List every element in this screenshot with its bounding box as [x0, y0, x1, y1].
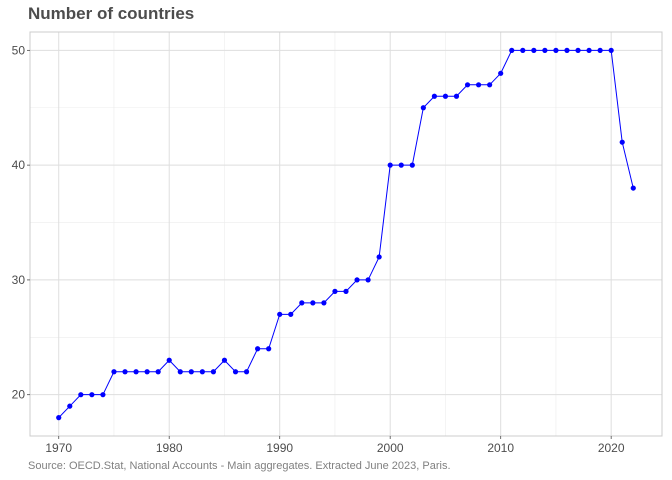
data-point [475, 82, 482, 88]
data-point [288, 311, 294, 317]
minor-gridlines [30, 32, 662, 436]
data-point [277, 311, 283, 317]
y-tick-label: 20 [12, 388, 26, 402]
y-axis-ticks: 20 30 40 50 [12, 43, 30, 402]
data-point [553, 47, 559, 53]
data-point [431, 93, 437, 99]
data-point [387, 162, 393, 168]
data-point [487, 82, 493, 88]
data-point [221, 357, 228, 363]
data-point [630, 185, 636, 191]
major-gridlines [30, 32, 662, 436]
data-point [78, 392, 84, 398]
data-point [442, 93, 449, 99]
data-point [210, 369, 217, 375]
x-tick-label: 1990 [266, 441, 293, 455]
data-point [122, 369, 128, 375]
data-point [56, 415, 62, 421]
x-tick-label: 2020 [598, 441, 625, 455]
data-point [144, 369, 150, 375]
x-tick-label: 1970 [45, 441, 72, 455]
y-tick-label: 30 [12, 273, 26, 287]
data-point [464, 82, 471, 88]
data-point [608, 47, 614, 53]
y-tick-label: 40 [12, 158, 26, 172]
x-tick-label: 2000 [377, 441, 404, 455]
source-note: Source: OECD.Stat, National Accounts - M… [28, 460, 451, 472]
x-tick-label: 2010 [487, 441, 514, 455]
panel-border [29, 31, 663, 437]
series-line [58, 49, 634, 418]
data-point [188, 369, 194, 375]
data-point [376, 254, 382, 260]
data-point [177, 369, 183, 375]
x-axis-ticks: 1970 1980 1990 2000 2010 2020 [45, 436, 625, 455]
data-point [365, 277, 371, 283]
x-tick-label: 1980 [156, 441, 183, 455]
data-point [520, 47, 526, 53]
data-point [266, 346, 272, 352]
chart-title: Number of countries [28, 4, 195, 23]
data-point [232, 369, 239, 375]
data-point [100, 392, 106, 398]
data-point [166, 357, 172, 363]
y-tick-label: 50 [12, 43, 26, 57]
data-point [509, 47, 515, 53]
data-point [354, 277, 360, 283]
data-point [321, 300, 327, 306]
series-points [56, 47, 636, 421]
data-point [89, 392, 95, 398]
data-point [498, 70, 504, 76]
data-point [199, 369, 205, 375]
data-point [575, 47, 581, 53]
data-point [255, 346, 261, 352]
data-point [243, 369, 250, 375]
data-point [310, 300, 316, 306]
data-point [586, 47, 592, 53]
data-point [542, 47, 548, 53]
data-point [155, 369, 161, 375]
data-point [564, 47, 570, 53]
data-point [299, 300, 305, 306]
data-point [619, 139, 625, 145]
data-point [453, 93, 460, 99]
data-point [409, 162, 415, 168]
data-point [111, 369, 117, 375]
data-point [67, 403, 73, 409]
data-point [398, 162, 404, 168]
data-point [531, 47, 537, 53]
data-point [343, 288, 349, 294]
data-point [597, 47, 603, 53]
data-point [133, 369, 139, 375]
data-point [420, 105, 426, 111]
data-point [332, 288, 338, 294]
